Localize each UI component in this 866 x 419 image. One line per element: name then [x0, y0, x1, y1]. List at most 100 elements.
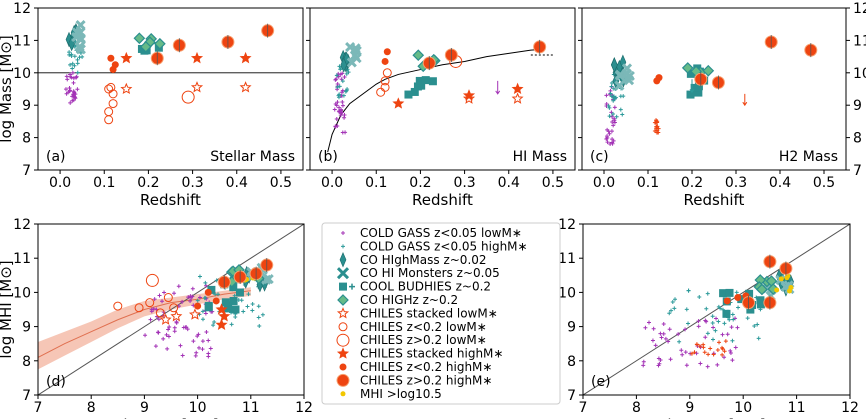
- plus-marker: [620, 112, 625, 117]
- square-marker: [686, 90, 695, 99]
- x-tick-label: 0.0: [321, 175, 343, 191]
- y-axis-label: log MHI [M⊙]: [0, 260, 15, 358]
- plus-marker: [153, 344, 158, 349]
- legend-item: COOL BUDHIES z~0.2: [339, 280, 491, 294]
- x-marker: [614, 80, 625, 91]
- plus-marker: [341, 93, 346, 98]
- square-marker: [221, 298, 230, 307]
- diamond-marker: [154, 37, 166, 50]
- y-tick-label: 8: [22, 354, 31, 370]
- plus-marker: [75, 87, 80, 92]
- series-cg-low: [332, 71, 348, 135]
- plus-marker: [653, 120, 658, 125]
- x-tick-label: 0.0: [49, 175, 71, 191]
- series-chiles: [653, 35, 818, 90]
- star-marker: [218, 309, 231, 322]
- plus-marker: [161, 336, 166, 341]
- plus-marker: [734, 290, 739, 295]
- star-marker: [511, 82, 524, 95]
- plus-marker: [607, 131, 612, 136]
- y-tick-label: 9: [567, 320, 576, 336]
- x-marker: [346, 57, 357, 68]
- open-circle-marker: [104, 107, 114, 117]
- plus-marker: [752, 324, 757, 329]
- plus-marker: [650, 338, 655, 343]
- plus-marker: [338, 113, 343, 118]
- x-tick-label: 9: [685, 400, 694, 416]
- legend-item: CO HIghMass z~0.02: [339, 252, 487, 268]
- plus-marker: [340, 71, 345, 76]
- plus-marker: [180, 299, 185, 304]
- plus-marker: [68, 72, 73, 77]
- legend-label: CO HIghMass z~0.02: [360, 253, 487, 267]
- y-tick-label-right: 12: [853, 1, 866, 17]
- star-marker: [190, 51, 204, 64]
- plus-marker: [333, 101, 338, 106]
- plus-marker: [657, 361, 662, 366]
- plus-marker: [711, 325, 716, 330]
- plus-marker: [717, 340, 722, 345]
- x-axis-label: log MHI [M⊙]: [667, 416, 765, 419]
- plus-marker: [180, 353, 185, 358]
- x-tick-label: 0.1: [93, 175, 115, 191]
- plus-marker: [668, 357, 673, 362]
- plus-marker: [607, 92, 612, 97]
- x-tick-label: 0.5: [542, 175, 564, 191]
- plus-marker: [686, 321, 691, 326]
- plus-marker: [67, 50, 72, 55]
- plus-marker: [156, 317, 161, 322]
- open-circle-marker: [134, 303, 144, 313]
- plus-marker: [652, 128, 657, 133]
- square-marker: [686, 69, 695, 78]
- x-tick-label: 0.5: [813, 175, 835, 191]
- plus-marker: [206, 351, 211, 356]
- thin-diamond-marker: [611, 57, 618, 73]
- yellow-dot-marker: [784, 275, 790, 281]
- x-tick-label: 0.1: [637, 175, 659, 191]
- upper-limit-arrow: [689, 79, 695, 94]
- plus-marker: [195, 298, 200, 303]
- open-circle-large-marker: [336, 333, 350, 347]
- plus-marker: [172, 291, 177, 296]
- series-highz: [133, 32, 166, 53]
- x-axis-label: Redshift: [140, 191, 201, 209]
- x-tick-label: 0.3: [725, 175, 747, 191]
- plus-marker: [670, 300, 675, 305]
- x-tick-label: 0.4: [769, 175, 791, 191]
- plus-marker: [608, 91, 613, 96]
- y-tick-label: 7: [567, 388, 576, 404]
- x-tick-label: 10: [189, 400, 207, 416]
- y-tick-label: 10: [558, 285, 576, 301]
- plus-marker: [692, 350, 697, 355]
- plus-marker: [605, 127, 610, 132]
- plus-marker: [71, 76, 76, 81]
- plus-marker: [197, 295, 202, 300]
- plus-marker: [614, 114, 619, 119]
- plus-marker: [172, 329, 177, 334]
- x-tick-label: 12: [841, 400, 859, 416]
- plus-marker: [643, 325, 648, 330]
- plus-marker: [151, 306, 156, 311]
- square-marker: [756, 300, 765, 309]
- plus-marker: [728, 348, 733, 353]
- star-marker: [511, 92, 524, 104]
- square-marker: [694, 88, 703, 97]
- square-marker: [690, 83, 699, 92]
- plus-marker: [229, 322, 234, 327]
- y-tick-label: 8: [22, 131, 31, 147]
- x-axis-label: Redshift: [684, 191, 745, 209]
- plus-marker: [172, 325, 177, 330]
- y-tick-label: 11: [558, 251, 576, 267]
- plus-marker: [756, 336, 761, 341]
- plus-marker: [618, 107, 623, 112]
- plus-marker: [208, 346, 213, 351]
- open-circle-marker: [163, 293, 173, 303]
- detection-limit-curve: [327, 48, 540, 153]
- plus-marker: [339, 107, 344, 112]
- legend-item: CHILES z>0.2 lowM∗: [336, 333, 487, 347]
- plus-marker: [342, 115, 347, 120]
- series-chiles: [376, 39, 547, 109]
- plus-marker: [69, 75, 74, 80]
- y-tick-label-right: 11: [853, 33, 866, 49]
